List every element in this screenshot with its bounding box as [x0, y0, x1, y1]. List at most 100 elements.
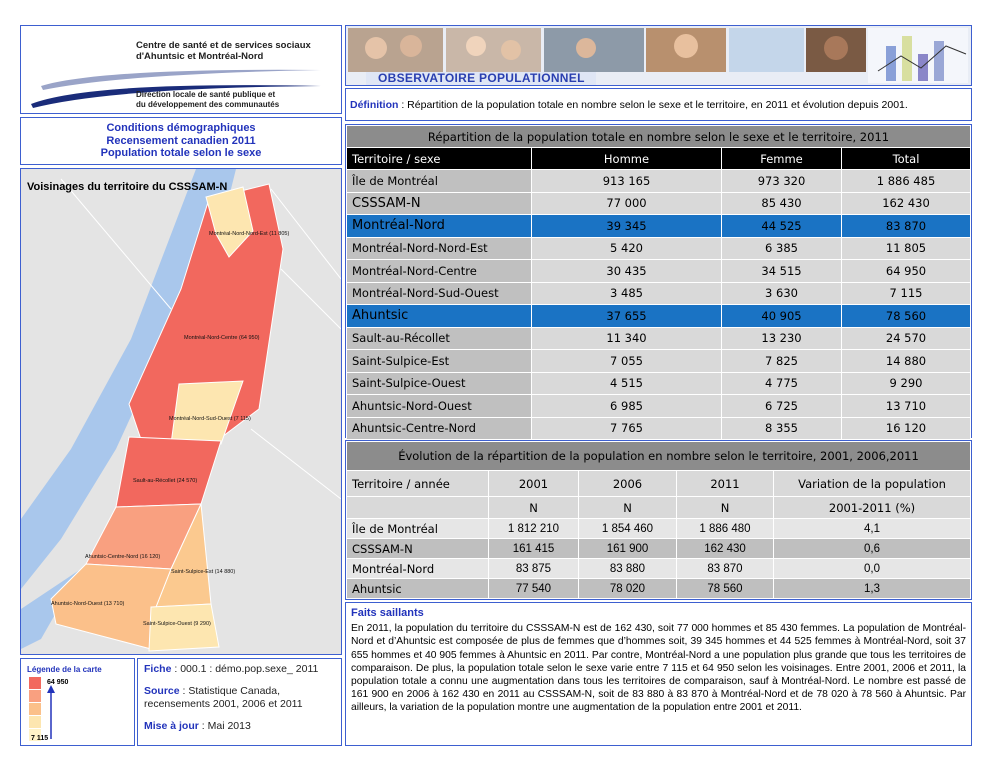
column-header: 2006 [578, 470, 677, 497]
banner-title: OBSERVATOIRE POPULATIONNEL [378, 71, 585, 85]
heading-box: Conditions démographiques Recensement ca… [20, 117, 342, 165]
cell: 6 385 [721, 236, 842, 260]
unit: N [676, 496, 774, 519]
cell: 85 430 [721, 191, 842, 215]
table1-box: Répartition de la population totale en n… [345, 124, 972, 440]
map-label: Montréal-Nord-Centre (64 950) [184, 335, 260, 341]
cell: 13 710 [841, 394, 971, 418]
logo-box: Centre de santé et de services sociaux d… [20, 25, 342, 114]
cell: 1 886 480 [676, 518, 774, 539]
map-label: Montréal-Nord-Nord-Est (11 805) [209, 231, 289, 237]
unit: N [578, 496, 677, 519]
map-title: Voisinages du territoire du CSSSAM-N [27, 181, 228, 193]
table-row: Montréal-Nord-Sud-Ouest 3 485 3 630 7 115 [346, 281, 971, 305]
column-header: Territoire / année [346, 470, 489, 497]
highlights-text: En 2011, la population du territoire du … [351, 623, 966, 714]
cell: 6 985 [531, 394, 722, 418]
row-label: Ahuntsic [346, 304, 532, 328]
cell: 0,0 [773, 558, 971, 579]
table-row: Montréal-Nord-Nord-Est 5 420 6 385 11 805 [346, 236, 971, 260]
header-row: Territoire / année 2001 2006 2011 Variation … [346, 470, 971, 497]
row-label: Île de Montréal [346, 169, 532, 193]
column-header: Total [841, 147, 971, 170]
update-label: Mise à jour [144, 720, 199, 732]
cell: 7 115 [841, 281, 971, 305]
column-header: Variation de la population [773, 470, 971, 497]
table2-box: Évolution de la répartition de la popula… [345, 440, 972, 600]
source-label: Source [144, 685, 180, 697]
table-row: CSSSAM-N 77 000 85 430 162 430 [346, 191, 971, 215]
map-label: Ahuntsic-Centre-Nord (16 120) [85, 554, 160, 560]
table-row: Ahuntsic-Centre-Nord 7 765 8 355 16 120 [346, 416, 971, 440]
title-row: Évolution de la répartition de la popula… [346, 441, 971, 471]
table-row: Ahuntsic 77 540 78 020 78 560 1,3 [346, 578, 971, 599]
table-row: Sault-au-Récollet 11 340 13 230 24 570 [346, 326, 971, 350]
cell: 64 950 [841, 259, 971, 283]
column-header: Homme [531, 147, 722, 170]
cell: 1 886 485 [841, 169, 971, 193]
definition-text: : Répartition de la population totale en… [401, 99, 908, 111]
cell: 7 055 [531, 349, 722, 373]
cell: 40 905 [721, 304, 842, 328]
cell: 11 340 [531, 326, 722, 350]
cell: 162 430 [841, 191, 971, 215]
cell: 1 854 460 [578, 518, 677, 539]
cell: 3 485 [531, 281, 722, 305]
row-label: CSSSAM-N [346, 538, 489, 559]
title-row: Répartition de la population totale en n… [346, 125, 971, 148]
table-row: Île de Montréal 1 812 210 1 854 460 1 886 4… [346, 518, 971, 539]
source-text: : Statistique Canada, recensements 2001,… [144, 685, 303, 710]
fiche-id: : 000.1 : démo.pop.sexe_ 2011 [174, 663, 319, 675]
table-row: Saint-Sulpice-Est 7 055 7 825 14 880 [346, 349, 971, 373]
cell: 83 870 [841, 214, 971, 238]
cell: 5 420 [531, 236, 722, 260]
cell: 39 345 [531, 214, 722, 238]
cell: 34 515 [721, 259, 842, 283]
definition-box: Définition : Répartition de la populatio… [345, 88, 972, 121]
cell: 83 875 [488, 558, 579, 579]
legend-max: 64 950 [47, 679, 69, 686]
legend-min: 7 115 [31, 735, 49, 742]
map: Montréal-Nord-Nord-Est (11 805) Montréal… [21, 169, 341, 654]
column-header: Territoire / sexe [346, 147, 532, 170]
org-line: d'Ahuntsic et Montréal-Nord [136, 51, 264, 62]
cell: 78 560 [841, 304, 971, 328]
banner: OBSERVATOIRE POPULATIONNEL [345, 25, 972, 86]
row-label: Saint-Sulpice-Est [346, 349, 532, 373]
table-row: Ahuntsic 37 655 40 905 78 560 [346, 304, 971, 328]
row-label: Saint-Sulpice-Ouest [346, 371, 532, 395]
org-line: Centre de santé et de services sociaux [136, 40, 311, 51]
direction-line: Direction locale de santé publique et [136, 90, 276, 99]
cell: 78 560 [676, 578, 774, 599]
heading-line: Recensement canadien 2011 [106, 134, 256, 147]
cell: 8 355 [721, 416, 842, 440]
legend-swatches [29, 677, 55, 741]
cell: 37 655 [531, 304, 722, 328]
cell: 77 000 [531, 191, 722, 215]
cell: 161 415 [488, 538, 579, 559]
cell: 1 812 210 [488, 518, 579, 539]
cell: 44 525 [721, 214, 842, 238]
cell: 0,6 [773, 538, 971, 559]
table-row: CSSSAM-N 161 415 161 900 162 430 0,6 [346, 538, 971, 559]
direction-line: du développement des communautés [136, 100, 280, 109]
cell: 24 570 [841, 326, 971, 350]
evolution-table: Évolution de la répartition de la popula… [346, 441, 971, 599]
unit-blank [346, 496, 489, 519]
row-label: Ahuntsic-Centre-Nord [346, 416, 532, 440]
table-row: Ahuntsic-Nord-Ouest 6 985 6 725 13 710 [346, 394, 971, 418]
unit: N [488, 496, 579, 519]
row-label: Montréal-Nord-Sud-Ouest [346, 281, 532, 305]
fiche-label: Fiche [144, 663, 172, 675]
cell: 14 880 [841, 349, 971, 373]
map-label: Sault-au-Récollet (24 570) [133, 478, 197, 484]
row-label: Montréal-Nord-Nord-Est [346, 236, 532, 260]
table-row: Montréal-Nord-Centre 30 435 34 515 64 950 [346, 259, 971, 283]
cell: 913 165 [531, 169, 722, 193]
row-label: Ahuntsic [346, 578, 489, 599]
cell: 83 880 [578, 558, 677, 579]
cell: 30 435 [531, 259, 722, 283]
row-label: CSSSAM-N [346, 191, 532, 215]
cell: 11 805 [841, 236, 971, 260]
